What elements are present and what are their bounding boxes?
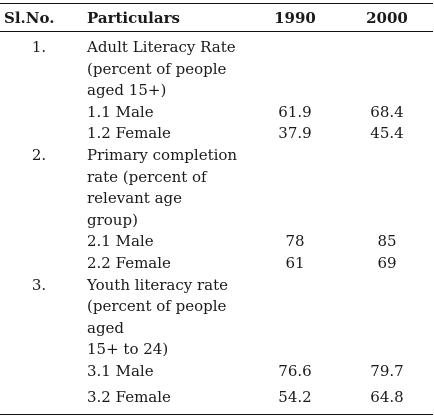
- section-title-line: 15+ to 24): [87, 340, 169, 359]
- section-title-row: 3. Youth literacy rate (percent of people…: [0, 275, 433, 361]
- section-title-line: (percent of people: [87, 297, 227, 316]
- value-1990: 78: [285, 232, 305, 251]
- row-label: 2.2 Female: [87, 253, 171, 272]
- section-title-line: aged 15+): [87, 81, 167, 100]
- header-year-2000: 2000: [341, 3, 433, 32]
- table-row: 3.1 Male 76.6 79.7: [0, 361, 433, 383]
- section-number: 3.: [31, 275, 47, 294]
- section-title-line: Youth literacy rate: [87, 275, 229, 294]
- table-row: 3.2 Female 54.2 64.8: [0, 382, 433, 416]
- value-2000: 79.7: [370, 361, 404, 380]
- section-title: Adult Literacy Rate (percent of people age…: [78, 32, 249, 102]
- value-2000: 68.4: [370, 102, 404, 121]
- table-header-row: Sl.No. Particulars 1990 2000: [0, 3, 433, 32]
- table-row: 2.1 Male 78 85: [0, 231, 433, 253]
- value-1990: 54.2: [249, 382, 341, 416]
- value-1990: 61.9: [278, 102, 312, 121]
- section-title-row: 1. Adult Literacy Rate (percent of people…: [0, 32, 433, 102]
- row-label: 3.2 Female: [78, 382, 249, 416]
- section-number: 2.: [31, 145, 47, 164]
- table-row: 1.2 Female 37.9 45.4: [0, 123, 433, 145]
- section-title: Primary completion rate (percent of releva…: [78, 145, 249, 231]
- section-title-line: (percent of people: [87, 59, 227, 78]
- section-title-line: Primary completion: [87, 145, 238, 164]
- row-label: 1.1 Male: [87, 102, 154, 121]
- value-1990: 76.6: [278, 361, 312, 380]
- section-title-line: Adult Literacy Rate: [87, 38, 236, 56]
- section-title-line: rate (percent of: [87, 167, 207, 186]
- section-title-line: aged: [87, 318, 125, 337]
- value-2000: 69: [377, 253, 397, 272]
- row-label: 2.1 Male: [87, 232, 154, 251]
- section-number: 1.: [31, 38, 47, 56]
- header-particulars: Particulars: [78, 3, 249, 32]
- table-row: 1.1 Male 61.9 68.4: [0, 102, 433, 124]
- row-label: 3.1 Male: [87, 361, 154, 380]
- header-year-1990: 1990: [249, 3, 341, 32]
- value-1990: 61: [285, 253, 305, 272]
- value-1990: 37.9: [278, 124, 312, 143]
- row-label: 1.2 Female: [87, 124, 171, 143]
- value-2000: 45.4: [370, 124, 404, 143]
- section-title-line: relevant age: [87, 189, 183, 208]
- literacy-table: Sl.No. Particulars 1990 2000 1. Adult Li…: [0, 3, 433, 416]
- table-row: 2.2 Female 61 69: [0, 253, 433, 275]
- header-sl-no: Sl.No.: [0, 3, 78, 32]
- section-title: Youth literacy rate (percent of people age…: [78, 275, 249, 361]
- value-2000: 64.8: [341, 382, 433, 416]
- section-title-row: 2. Primary completion rate (percent of rel…: [0, 145, 433, 231]
- section-title-line: group): [87, 210, 138, 229]
- value-2000: 85: [377, 232, 397, 251]
